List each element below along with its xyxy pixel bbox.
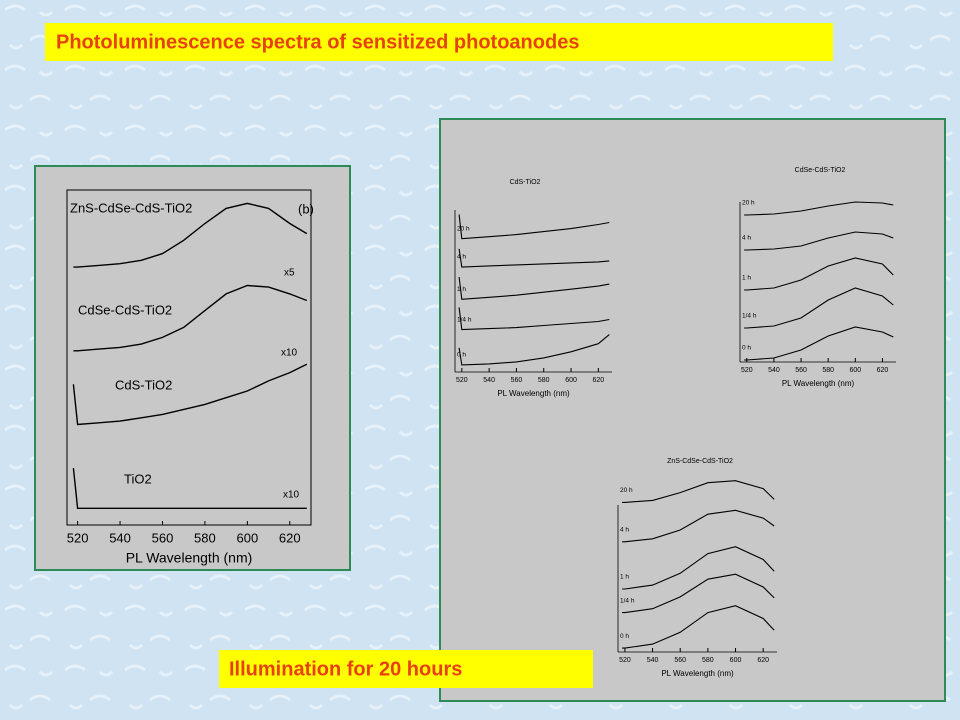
x-tick-label: 560 [511,377,523,384]
x-tick-label: 600 [730,657,742,664]
spectrum-line [72,468,307,509]
spectrum-line [458,334,610,366]
spectrum-line [458,307,610,331]
x-tick-label: 560 [795,367,807,374]
spectrum-line [458,248,610,268]
annotation: (b) [298,201,314,216]
spectrum-line [744,201,894,216]
footer-box [219,650,593,688]
spectrum-line [744,257,894,291]
series-label: ZnS-CdSe-CdS-TiO2 [70,200,192,215]
x-axis-label: PL Wavelength (nm) [126,550,253,566]
x-tick-label: 580 [538,377,550,384]
series-label: 1 h [457,286,466,293]
series-label: 4 h [457,254,466,261]
series-label: 20 h [742,200,755,207]
x-axis-label: PL Wavelength (nm) [661,669,734,678]
spectrum-line [622,605,775,649]
slide-footer: Illumination for 20 hours [229,658,462,680]
x-tick-label: 620 [279,530,301,545]
chart-title: ZnS-CdSe-CdS-TiO2 [667,458,733,465]
title-box [45,23,833,61]
slide-title: Photoluminescence spectra of sensitized … [56,31,579,53]
chart-title: CdS-TiO2 [510,179,541,186]
series-label: 1/4 h [742,313,757,320]
series-label: 1/4 h [620,597,635,604]
x-tick-label: 540 [647,657,659,664]
spectrum-line [458,277,610,300]
x-tick-label: 620 [877,367,889,374]
x-tick-label: 540 [768,367,780,374]
x-tick-label: 580 [194,530,216,545]
x-tick-label: 600 [565,377,577,384]
annotation: x10 [281,348,298,359]
spectrum-line [622,573,775,614]
series-label: 0 h [620,633,629,640]
spectrum-line [73,284,308,352]
series-label: 0 h [457,352,466,359]
x-tick-label: 560 [674,657,686,664]
series-label: 4 h [742,235,751,242]
series-label: 1 h [742,275,751,282]
x-tick-label: 520 [741,367,753,374]
spectrum-line [458,214,610,240]
x-tick-label: 540 [109,530,131,545]
spectrum-line [744,287,894,329]
x-axis-label: PL Wavelength (nm) [497,389,570,398]
x-tick-label: 580 [702,657,714,664]
x-tick-label: 600 [849,367,861,374]
x-tick-label: 520 [619,657,631,664]
series-label: 0 h [742,345,751,352]
annotation: x10 [283,490,300,501]
spectrum-line [73,202,308,268]
plot-frame [66,189,312,526]
spectrum-line [744,326,894,361]
spectrum-line [72,363,308,426]
spectrum-line [744,231,894,251]
series-label: 20 h [457,225,470,232]
x-tick-label: 580 [822,367,834,374]
panel [34,165,351,571]
x-tick-label: 540 [483,377,495,384]
x-tick-label: 620 [757,657,769,664]
chart-title: CdSe-CdS-TiO2 [795,167,846,174]
x-tick-label: 600 [236,530,258,545]
x-tick-label: 560 [152,530,174,545]
x-tick-label: 520 [456,377,468,384]
spectrum-line [622,480,775,503]
panel [439,118,946,702]
series-label: CdS-TiO2 [115,377,172,392]
spectrum-line [622,546,775,590]
series-label: 20 h [620,487,633,494]
x-tick-label: 620 [593,377,605,384]
series-label: CdSe-CdS-TiO2 [78,302,172,317]
spectrum-line [622,509,775,543]
series-label: 1/4 h [457,316,472,323]
series-label: 1 h [620,574,629,581]
series-label: 4 h [620,526,629,533]
annotation: x5 [284,268,295,279]
x-tick-label: 520 [67,530,89,545]
series-label: TiO2 [124,471,152,486]
x-axis-label: PL Wavelength (nm) [782,379,855,388]
